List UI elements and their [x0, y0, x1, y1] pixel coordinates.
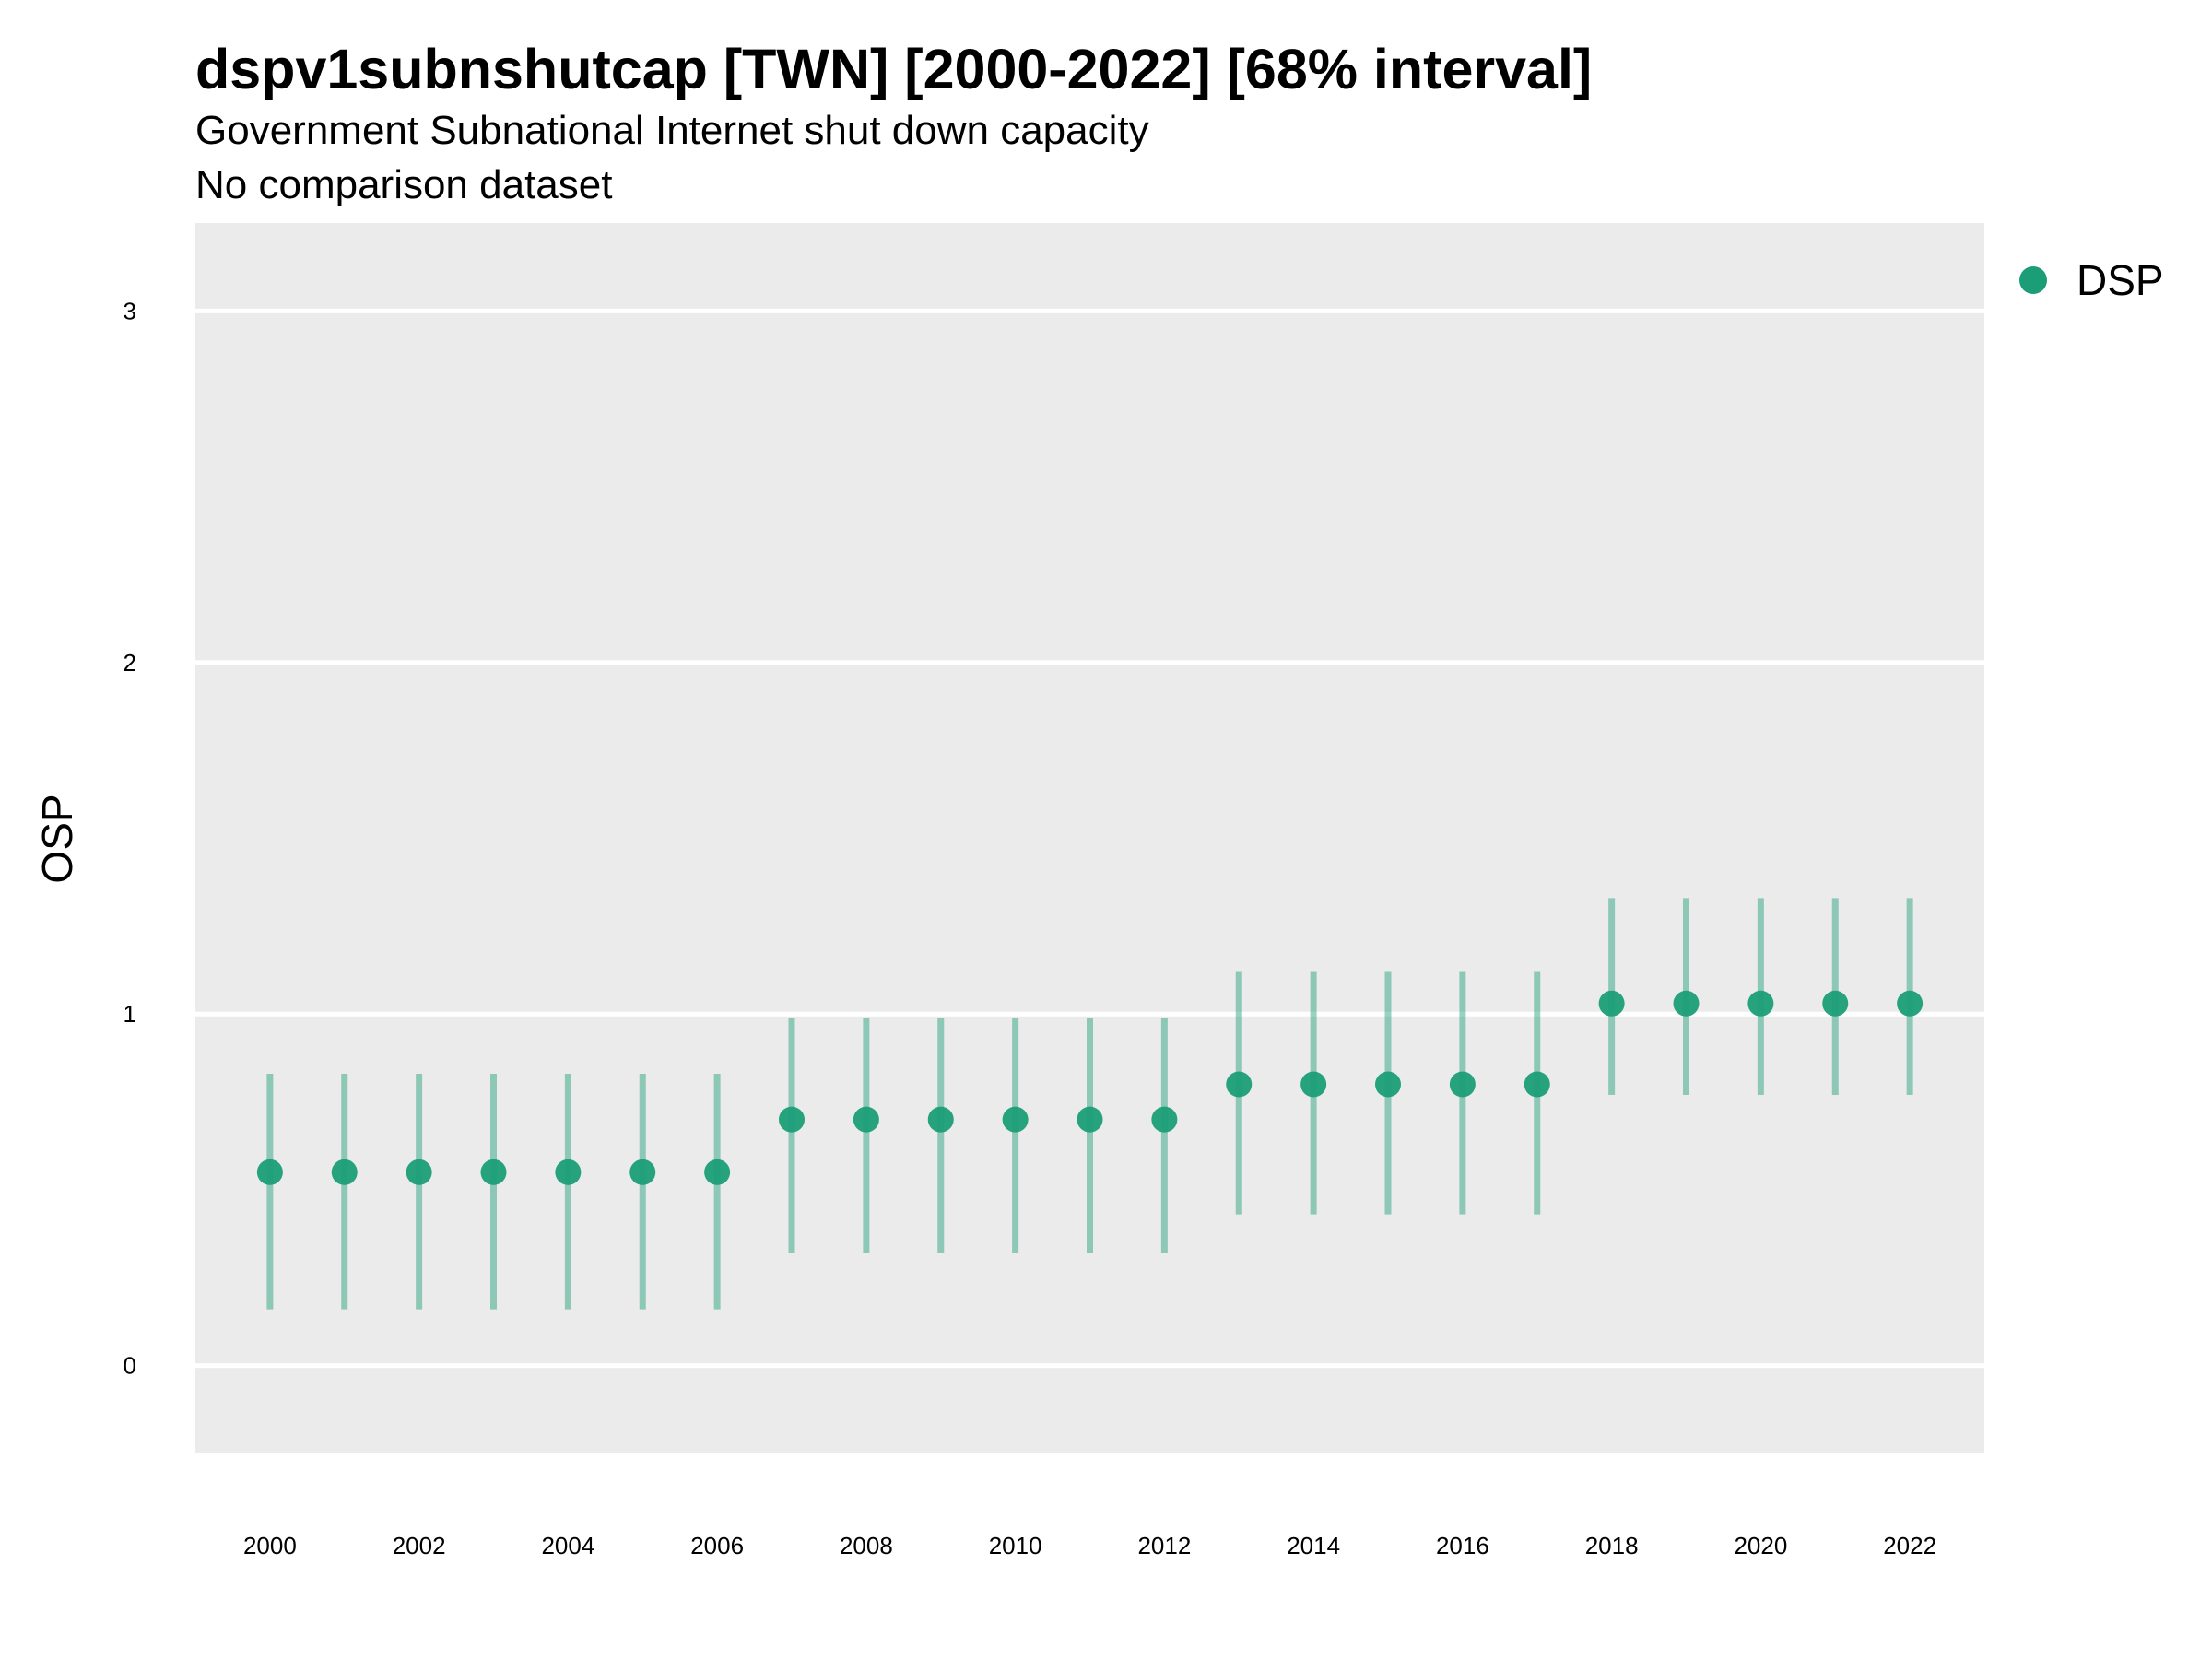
chart-title: dspv1subnshutcap [TWN] [2000-2022] [68% …	[195, 38, 1592, 100]
y-axis-title: OSP	[33, 794, 81, 883]
y-tick-label: 2	[124, 649, 136, 677]
data-point	[1151, 1106, 1178, 1133]
data-point	[1300, 1071, 1327, 1098]
data-point	[1822, 990, 1849, 1017]
data-point	[704, 1159, 731, 1185]
x-tick-label: 2014	[1287, 1532, 1340, 1559]
y-tick-label: 0	[124, 1352, 136, 1380]
data-point	[1226, 1071, 1253, 1098]
x-tick-label: 2012	[1137, 1532, 1191, 1559]
x-tick-label: 2010	[989, 1532, 1042, 1559]
x-tick-labels: 2000 2002 2004 2006 2008 2010 2012 2014 2016 2018…	[243, 1532, 1936, 1559]
data-point	[256, 1159, 283, 1185]
legend-swatch-dsp	[2019, 266, 2047, 294]
x-tick-label: 2018	[1585, 1532, 1639, 1559]
data-point	[629, 1159, 656, 1185]
y-tick-label: 1	[124, 1000, 136, 1028]
x-tick-label: 2002	[393, 1532, 446, 1559]
data-point	[1673, 990, 1700, 1017]
x-tick-label: 2004	[541, 1532, 594, 1559]
legend: DSP	[2019, 256, 2164, 304]
legend-label-dsp: DSP	[2077, 256, 2164, 304]
y-tick-label: 3	[124, 297, 136, 324]
data-point	[480, 1159, 507, 1185]
data-point	[555, 1159, 582, 1185]
x-tick-label: 2022	[1883, 1532, 1936, 1559]
data-point	[1524, 1071, 1550, 1098]
data-points	[256, 990, 1924, 1185]
data-point	[1598, 990, 1625, 1017]
data-point	[1897, 990, 1924, 1017]
data-point	[1077, 1106, 1103, 1133]
y-tick-labels: 0 1 2 3	[124, 297, 136, 1379]
data-point	[1002, 1106, 1029, 1133]
chart-caption: No comparison dataset	[195, 162, 612, 207]
data-point	[927, 1106, 954, 1133]
x-tick-label: 2000	[243, 1532, 297, 1559]
x-tick-label: 2008	[840, 1532, 893, 1559]
data-point	[853, 1106, 879, 1133]
data-point	[331, 1159, 358, 1185]
data-point	[406, 1159, 432, 1185]
x-tick-label: 2006	[690, 1532, 744, 1559]
plot-panel	[195, 223, 1984, 1453]
x-tick-label: 2016	[1436, 1532, 1489, 1559]
data-point	[779, 1106, 805, 1133]
x-tick-label: 2020	[1734, 1532, 1787, 1559]
data-point	[1747, 990, 1774, 1017]
data-point	[1375, 1071, 1401, 1098]
chart-subtitle: Government Subnational Internet shut dow…	[195, 108, 1149, 153]
data-point	[1449, 1071, 1476, 1098]
